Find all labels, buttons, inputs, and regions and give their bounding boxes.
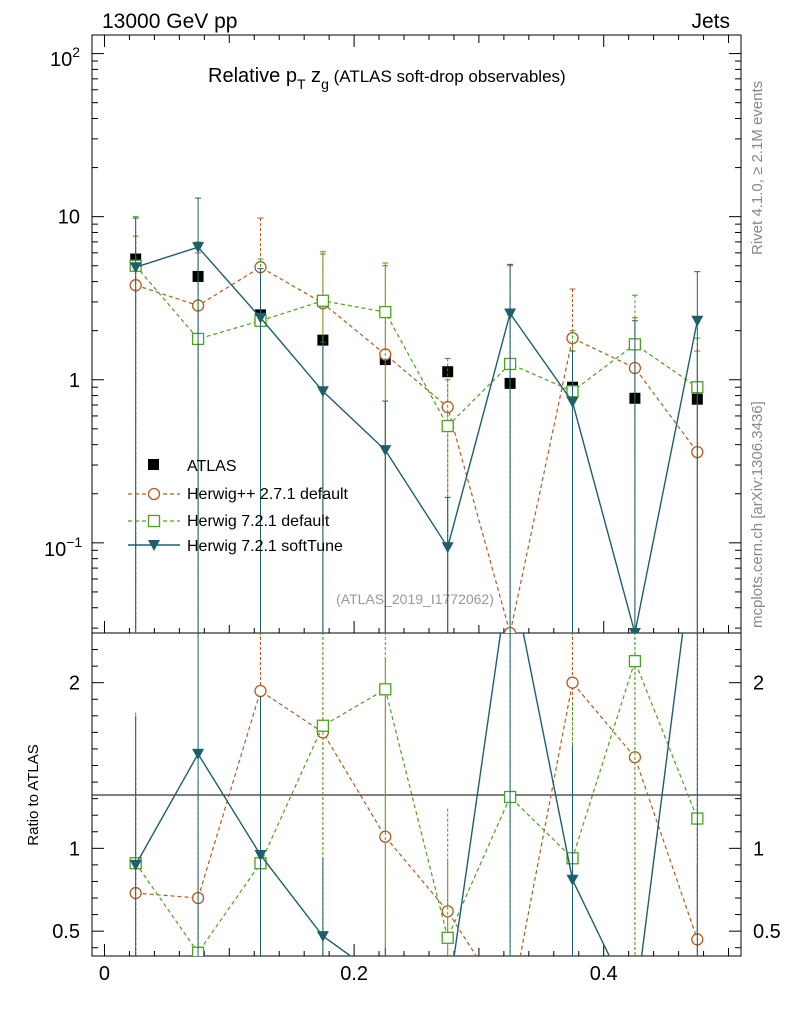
xtick-labels: 0 0.2 0.4 [99, 963, 618, 985]
ratio-point-softtune [316, 931, 329, 943]
legend-marker-softtune [148, 540, 160, 551]
title-sub1: T [297, 76, 306, 92]
ratio-point-softtune [629, 1004, 641, 1015]
header-right: Jets [691, 10, 730, 33]
y-tick-label-ratio-left: 0.5 [52, 921, 80, 943]
y-tick-label-ratio-left: 2 [69, 673, 80, 695]
point-softtune [504, 308, 517, 320]
point-softtune [441, 542, 454, 554]
y-tick-label-0.1: 10−1 [44, 534, 82, 561]
title-mid: z [306, 65, 322, 87]
ratio-point-herwigpp [254, 684, 267, 698]
title-sub2: g [321, 76, 329, 92]
point-atlas [442, 366, 454, 378]
y-tick-label-ratio-right: 2 [753, 673, 764, 695]
legend-label-atlas: ATLAS [187, 458, 237, 475]
main-ytick-labels: 10 1 [58, 207, 80, 392]
y-tick-label-100: 102 [50, 44, 80, 71]
legend-marker-herwigpp [147, 487, 161, 501]
ratio-point-herwig721 [628, 655, 642, 668]
ratio-point-softtune [442, 996, 454, 1007]
title-main: Relative p [208, 65, 297, 87]
y-tick-label-ratio-right: 0.5 [753, 921, 781, 943]
ratio-point-herwig721 [379, 683, 392, 696]
ratio-ylabel: Ratio to ATLAS [25, 744, 42, 845]
analysis-id: (ATLAS_2019_I1772062) [336, 591, 494, 607]
x-tick-label: 0 [99, 963, 110, 985]
title-tail: (ATLAS soft-drop observables) [329, 67, 566, 86]
legend-marker-atlas [148, 459, 159, 470]
y-tick-label-main: 1 [69, 370, 80, 392]
point-softtune [566, 397, 579, 409]
legend: ATLAS Herwig++ 2.7.1 default Herwig 7.2.… [128, 458, 349, 555]
ratio-point-softtune [192, 748, 205, 760]
legend-label-herwig721: Herwig 7.2.1 default [187, 513, 330, 530]
point-softtune [691, 315, 704, 327]
point-softtune [316, 386, 329, 398]
point-softtune [192, 242, 205, 254]
legend-marker-herwig721 [147, 514, 161, 528]
legend-label-herwigpp: Herwig++ 2.7.1 default [187, 486, 349, 503]
ratio-point-softtune [254, 849, 267, 861]
series-line-herwigpp [135, 266, 698, 633]
header-left: 13000 GeV pp [102, 10, 237, 33]
ratio-point-herwig721 [441, 931, 454, 944]
ratio-point-softtune [129, 859, 142, 871]
x-tick-label: 0.4 [590, 963, 618, 985]
y-tick-label-main: 10 [58, 207, 80, 229]
axis-ticks [92, 35, 741, 956]
ratio-ytick-labels: 2 2 1 1 0.5 0.5 [52, 673, 781, 943]
ratio-point-herwig721 [316, 719, 330, 732]
series-line-herwig721 [135, 265, 698, 428]
ratio-point-herwigpp [505, 1004, 516, 1015]
legend-label-softtune: Herwig 7.2.1 softTune [187, 538, 343, 555]
y-tick-label-ratio-right: 1 [753, 838, 764, 860]
point-herwig721 [316, 294, 330, 307]
point-herwig721 [441, 419, 454, 433]
ratio-point-softtune [566, 874, 579, 886]
point-softtune [379, 445, 392, 457]
point-softtune [254, 312, 267, 324]
main-series-group [129, 197, 704, 633]
series-line-softtune [135, 246, 699, 633]
x-tick-label: 0.2 [340, 963, 368, 985]
rivet-label: Rivet 4.1.0, ≥ 2.1M events [749, 81, 766, 255]
ratio-series-group [129, 633, 704, 1015]
ratio-line-herwigpp [135, 681, 698, 956]
point-softtune [628, 628, 641, 633]
ratio-point-herwigpp [566, 676, 579, 689]
point-herwig721 [379, 305, 392, 319]
ratio-point-softtune [379, 976, 391, 987]
point-softtune [129, 262, 142, 274]
chart-title: Relative pT zg (ATLAS soft-drop observab… [208, 65, 566, 92]
y-tick-label-ratio-left: 1 [69, 838, 80, 860]
ratio-line-herwig721 [135, 659, 698, 954]
mcplots-label: mcplots.cern.ch [arXiv:1306.3436] [749, 401, 766, 628]
ratio-line-softtune [135, 633, 684, 956]
